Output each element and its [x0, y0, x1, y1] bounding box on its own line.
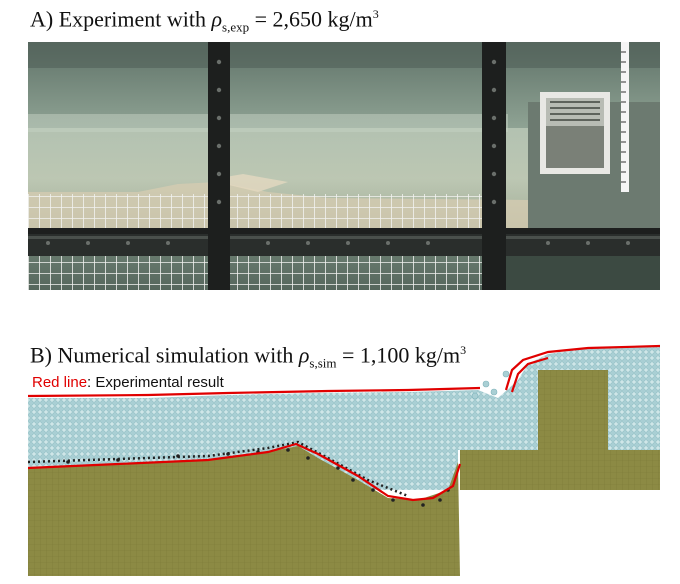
unit-exponent: 3 [372, 7, 379, 21]
rho-subscript: s,exp [222, 19, 250, 35]
legend: Red line: Experimental result [32, 374, 224, 391]
experimental-lines [28, 344, 660, 502]
rho-symbol: ρ [211, 6, 223, 32]
unit-exponent: 3 [460, 343, 467, 357]
panel-a-title: A) Experiment with ρs,exp = 2,650 kg/m3 [30, 8, 379, 34]
panel-b-label: B) Numerical simulation with [30, 342, 299, 368]
density-value: = 1,100 kg/m [336, 342, 461, 368]
density-value: = 2,650 kg/m [249, 6, 373, 32]
sediment-bed [28, 370, 660, 576]
panel-b-title: B) Numerical simulation with ρs,sim = 1,… [30, 344, 466, 370]
experiment-photo [28, 42, 660, 290]
rho-symbol: ρ [298, 342, 310, 368]
water-particles [28, 346, 660, 490]
legend-line-name: Red line [32, 374, 88, 391]
simulation-figure [28, 344, 660, 576]
rho-subscript: s,sim [309, 355, 337, 371]
legend-description: : Experimental result [87, 374, 224, 391]
panel-a-label: A) Experiment with [30, 6, 212, 32]
